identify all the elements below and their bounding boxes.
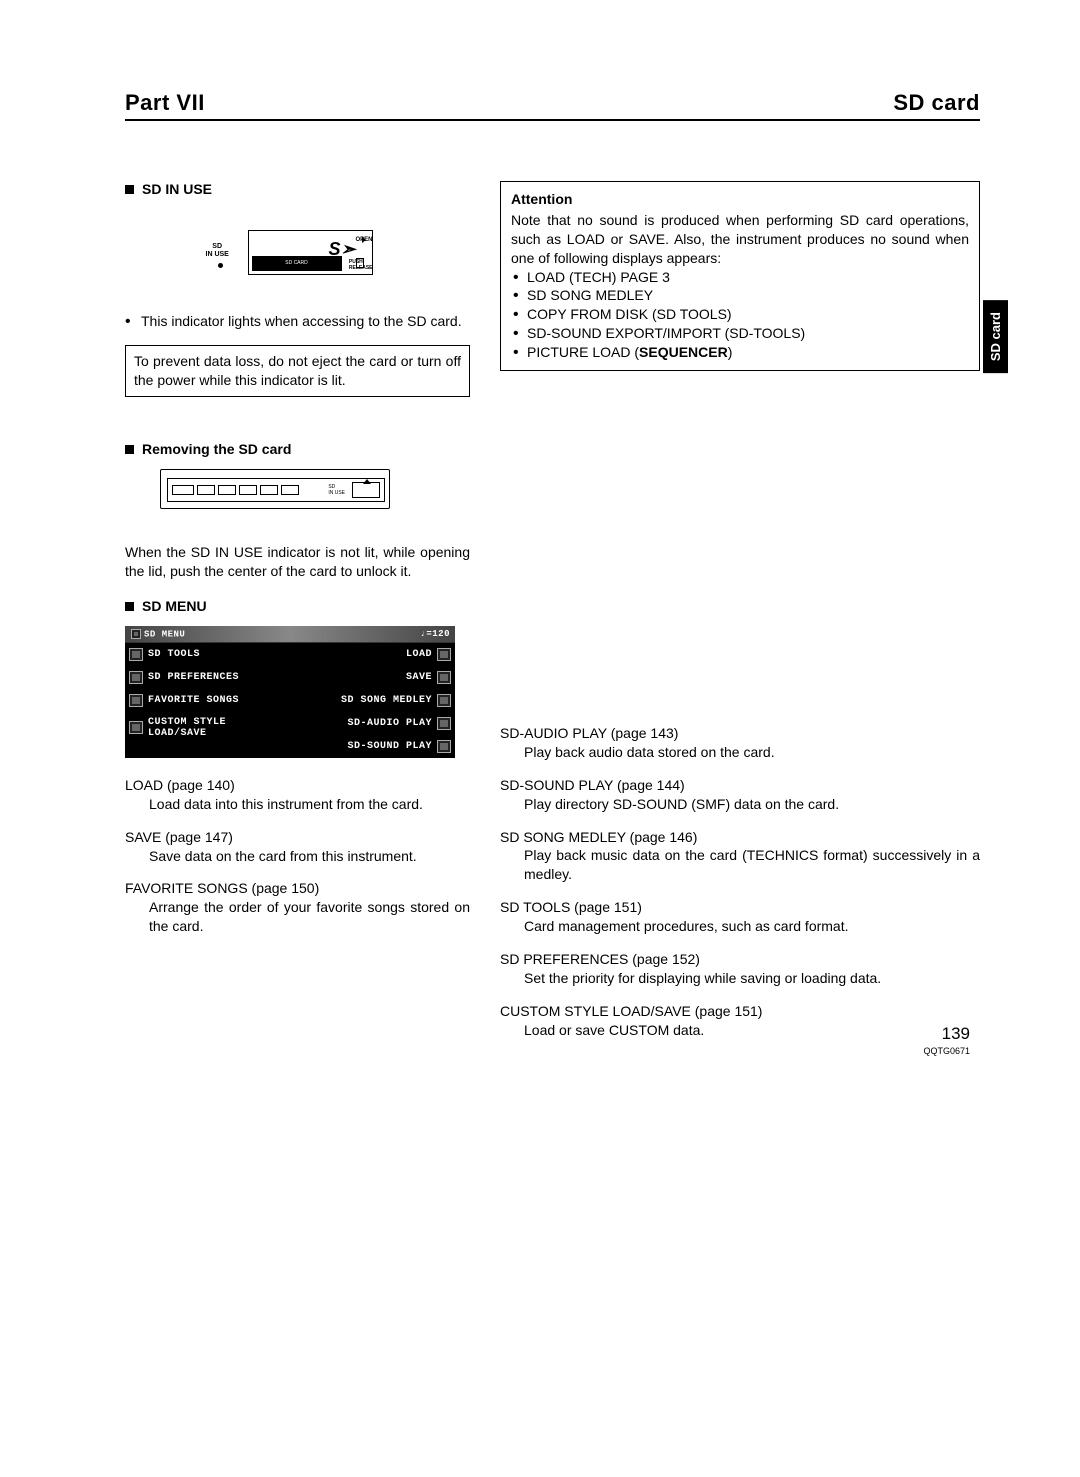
menu-entry-sd-audio: SD-AUDIO PLAY (page 143) Play back audio… [500, 724, 980, 762]
sd-slot-icon: S➣ OPEN SD CARD PUSH RELEASE [248, 230, 373, 275]
menu-entry-sd-tools: SD TOOLS (page 151) Card management proc… [500, 898, 980, 936]
sd-menu-item: SD TOOLS [125, 643, 290, 666]
sound-play-icon [437, 740, 451, 753]
square-bullet-icon [125, 602, 134, 611]
attention-intro: Note that no sound is produced when perf… [511, 211, 969, 268]
sd-menu-item: SD-AUDIO PLAY [290, 712, 455, 735]
medley-icon [437, 694, 451, 707]
sd-menu-title-icon [131, 629, 141, 639]
device-button-icon [281, 485, 299, 495]
menu-entry-desc: Play back music data on the card (TECHNI… [500, 846, 980, 884]
sd-tools-icon [129, 648, 143, 661]
device-diagram: SDIN USE [160, 469, 395, 529]
menu-entry-desc: Card management procedures, such as card… [500, 917, 980, 936]
menu-entry-desc: Load or save CUSTOM data. [500, 1021, 980, 1040]
document-code: QQTG0671 [923, 1046, 970, 1056]
favorite-songs-icon [129, 694, 143, 707]
load-icon [437, 648, 451, 661]
sd-inuse-label: SD IN USE [206, 243, 229, 259]
sd-menu-item: SD SONG MEDLEY [290, 689, 455, 712]
attention-item: LOAD (TECH) PAGE 3 [511, 268, 969, 287]
sd-menu-item: LOAD [290, 643, 455, 666]
menu-entry-desc: Save data on the card from this instrume… [125, 847, 470, 866]
attention-item: SD SONG MEDLEY [511, 286, 969, 305]
menu-entry-title: SD PREFERENCES (page 152) [500, 950, 980, 969]
sd-menu-item: SAVE [290, 666, 455, 689]
menu-entry-title: SD-SOUND PLAY (page 144) [500, 776, 980, 795]
menu-entry-sd-sound: SD-SOUND PLAY (page 144) Play directory … [500, 776, 980, 814]
device-button-icon [260, 485, 278, 495]
device-button-icon [197, 485, 215, 495]
sd-menu-screen-title: SD MENU [131, 629, 185, 639]
menu-entry-title: SAVE (page 147) [125, 828, 470, 847]
sd-inuse-dot-icon [218, 263, 223, 268]
sd-menu-heading-text: SD MENU [142, 598, 207, 614]
attention-item: SD-SOUND EXPORT/IMPORT (SD-TOOLS) [511, 324, 969, 343]
sd-push-label: PUSH RELEASE [349, 259, 373, 271]
sd-menu-item: FAVORITE SONGS [125, 689, 290, 712]
side-tab: SD card [983, 300, 1008, 373]
menu-entry-desc: Load data into this instrument from the … [125, 795, 470, 814]
menu-entry-favorite: FAVORITE SONGS (page 150) Arrange the or… [125, 879, 470, 936]
sd-menu-screenshot: SD MENU ♩=120 SD TOOLS SD PREFERENCES FA… [125, 626, 455, 757]
menu-entry-title: FAVORITE SONGS (page 150) [125, 879, 470, 898]
sd-in-use-heading: SD IN USE [125, 181, 470, 197]
sd-menu-item: CUSTOM STYLE LOAD/SAVE [125, 712, 290, 744]
menu-entry-desc: Arrange the order of your favorite songs… [125, 898, 470, 936]
removing-text: When the SD IN USE indicator is not lit,… [125, 543, 470, 581]
device-inuse-text: SDIN USE [328, 484, 345, 496]
sd-in-use-bullet: This indicator lights when accessing to … [125, 312, 470, 331]
attention-item: PICTURE LOAD (SEQUENCER) [511, 343, 969, 362]
save-icon [437, 671, 451, 684]
data-loss-warning-box: To prevent data loss, do not eject the c… [125, 345, 470, 397]
sd-menu-item: SD-SOUND PLAY [290, 735, 455, 758]
menu-entry-title: CUSTOM STYLE LOAD/SAVE (page 151) [500, 1002, 980, 1021]
sd-eject-icon [352, 482, 380, 498]
sd-menu-item: SD PREFERENCES [125, 666, 290, 689]
menu-entry-desc: Play back audio data stored on the card. [500, 743, 980, 762]
page-header: Part VII SD card [125, 90, 980, 121]
menu-entry-save: SAVE (page 147) Save data on the card fr… [125, 828, 470, 866]
menu-entry-custom-style: CUSTOM STYLE LOAD/SAVE (page 151) Load o… [500, 1002, 980, 1040]
menu-entry-sd-prefs: SD PREFERENCES (page 152) Set the priori… [500, 950, 980, 988]
device-button-icon [172, 485, 194, 495]
sd-open-label: OPEN [355, 237, 372, 243]
removing-heading-text: Removing the SD card [142, 441, 291, 457]
sd-menu-tempo: ♩=120 [420, 629, 450, 639]
menu-entry-desc: Set the priority for displaying while sa… [500, 969, 980, 988]
menu-entry-medley: SD SONG MEDLEY (page 146) Play back musi… [500, 828, 980, 885]
menu-entry-load: LOAD (page 140) Load data into this inst… [125, 776, 470, 814]
sd-in-use-diagram: SD IN USE S➣ OPEN SD CARD PUSH RELEASE [208, 227, 388, 282]
menu-entry-desc: Play directory SD-SOUND (SMF) data on th… [500, 795, 980, 814]
device-button-icon [218, 485, 236, 495]
menu-entry-title: SD-AUDIO PLAY (page 143) [500, 724, 980, 743]
page-number: 139 [923, 1024, 970, 1044]
sd-in-use-heading-text: SD IN USE [142, 181, 212, 197]
attention-title: Attention [511, 190, 969, 209]
header-section: SD card [893, 90, 980, 116]
square-bullet-icon [125, 445, 134, 454]
device-button-icon [239, 485, 257, 495]
attention-item: COPY FROM DISK (SD TOOLS) [511, 305, 969, 324]
menu-entry-title: SD TOOLS (page 151) [500, 898, 980, 917]
menu-entry-title: LOAD (page 140) [125, 776, 470, 795]
header-part: Part VII [125, 90, 205, 116]
square-bullet-icon [125, 185, 134, 194]
sd-preferences-icon [129, 671, 143, 684]
menu-entry-title: SD SONG MEDLEY (page 146) [500, 828, 980, 847]
sd-menu-heading: SD MENU [125, 598, 470, 614]
sd-card-slot-label: SD CARD [252, 256, 342, 271]
attention-box: Attention Note that no sound is produced… [500, 181, 980, 371]
page-footer: 139 QQTG0671 [923, 1024, 970, 1056]
custom-style-icon [129, 721, 143, 734]
removing-heading: Removing the SD card [125, 441, 470, 457]
audio-play-icon [437, 717, 451, 730]
